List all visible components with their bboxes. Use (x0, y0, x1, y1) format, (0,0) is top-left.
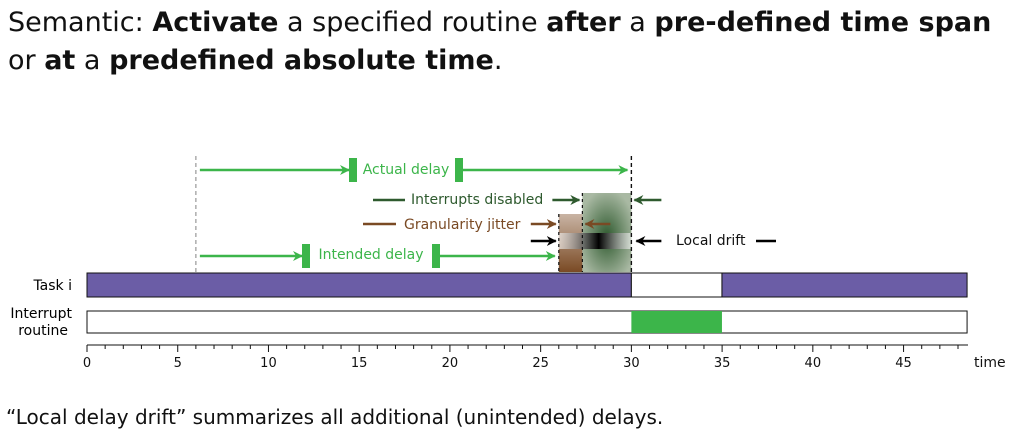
axis-tick-label: 5 (174, 356, 182, 371)
granularity-jitter-label: Granularity jitter (404, 217, 521, 233)
actual-delay-label: Actual delay (363, 162, 450, 178)
task-row-label: Task i (32, 278, 72, 294)
footer-note: “Local delay drift” summarizes all addit… (6, 405, 664, 429)
headline-mid1: a specified routine (278, 7, 547, 38)
task-bar-resumed (721, 272, 968, 298)
local-drift-band (558, 233, 632, 249)
headline-predefined-absolute: predefined absolute time (109, 45, 494, 76)
interrupt-row-label-2: routine (18, 323, 68, 339)
interrupts-disabled-label: Interrupts disabled (411, 192, 543, 208)
time-axis: 0 5 10 15 20 25 30 35 40 45 (83, 344, 968, 371)
time-axis-label: time (974, 355, 1006, 371)
axis-tick-label: 30 (623, 356, 640, 371)
task-bar-running (86, 272, 632, 298)
task-bar-preempted (630, 272, 723, 298)
axis-tick-label: 45 (895, 356, 912, 371)
axis-tick-label: 10 (260, 356, 277, 371)
headline-mid2: a (620, 7, 655, 38)
headline-mid3: a (75, 45, 110, 76)
intended-delay-label: Intended delay (318, 247, 423, 263)
headline-at: at (44, 45, 76, 76)
axis-tick-label: 40 (805, 356, 822, 371)
actual-delay-cap-right (455, 158, 463, 182)
axis-tick-label: 35 (714, 356, 731, 371)
local-drift-label: Local drift (676, 233, 746, 249)
headline-activate: Activate (152, 7, 279, 38)
headline-after: after (546, 7, 621, 38)
headline-end: . (493, 45, 503, 76)
axis-tick-label: 20 (442, 356, 459, 371)
axis-tick-label: 15 (351, 356, 368, 371)
interrupt-row-label-1: Interrupt (10, 306, 72, 322)
interrupts-disabled-block (582, 193, 632, 272)
headline-or: or (8, 45, 45, 76)
axis-tick-label: 25 (532, 356, 549, 371)
headline-prefix: Semantic: (8, 7, 153, 38)
interrupt-routine-bar (631, 311, 722, 333)
interrupt-row-frame (86, 310, 968, 334)
intended-delay-cap-left (302, 244, 310, 268)
axis-tick-label: 0 (83, 356, 91, 371)
headline: Semantic: Activate a specified routine a… (8, 4, 1003, 80)
headline-predefined-span: pre-defined time span (654, 7, 992, 38)
actual-delay-cap-left (349, 158, 357, 182)
intended-delay-cap-right (432, 244, 440, 268)
